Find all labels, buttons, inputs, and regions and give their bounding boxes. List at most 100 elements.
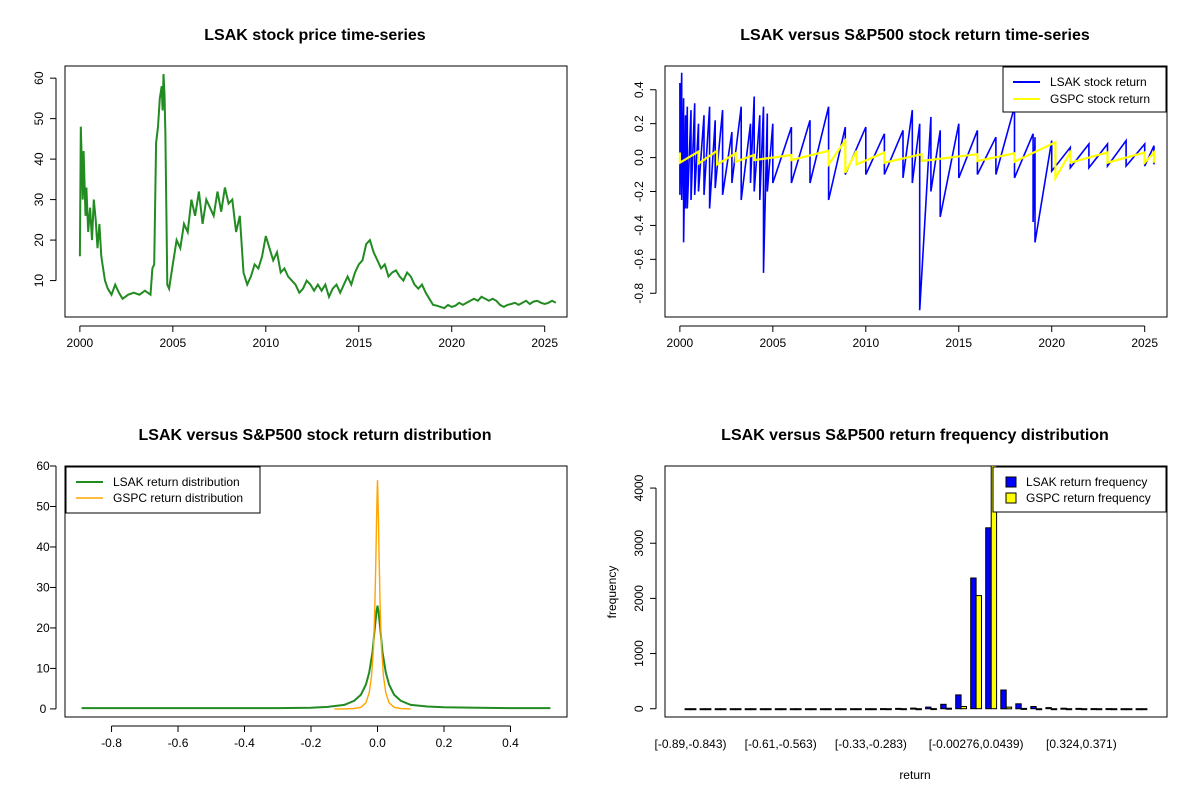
lsak-frequency-bar bbox=[940, 703, 947, 710]
lsak-frequency-bar bbox=[744, 708, 752, 711]
density-chart-plot-frame bbox=[64, 465, 568, 718]
density-x-tick-label: 0.0 bbox=[369, 736, 386, 750]
density-x-tick-label: -0.6 bbox=[168, 736, 189, 750]
lsak-frequency-bar bbox=[880, 708, 887, 711]
lsak-frequency-bar bbox=[1060, 707, 1067, 710]
returns-y-tick-label: -0.8 bbox=[632, 283, 646, 304]
price-x-tick-label: 2005 bbox=[159, 336, 186, 350]
density-chart-title: LSAK versus S&P500 stock return distribu… bbox=[139, 427, 492, 444]
histogram-chart-title: LSAK versus S&P500 return frequency dist… bbox=[721, 427, 1109, 444]
gspc-frequency-bar bbox=[1110, 708, 1118, 711]
histogram-x-tick-label: [-0.61,-0.563) bbox=[745, 737, 817, 751]
density-x-tick-label: -0.2 bbox=[301, 736, 322, 750]
gspc-frequency-bar bbox=[1020, 707, 1028, 710]
returns-y-tick-label: 0.0 bbox=[632, 149, 646, 166]
lsak-frequency-bar bbox=[1120, 708, 1127, 711]
gspc-frequency-bar bbox=[900, 708, 907, 711]
histogram-x-tick-label: [0.324,0.371) bbox=[1046, 737, 1117, 751]
gspc-frequency-bar bbox=[855, 708, 862, 711]
density-y-tick-label: 30 bbox=[36, 580, 50, 594]
gspc-frequency-bar bbox=[1050, 708, 1058, 711]
density-legend-box bbox=[65, 466, 261, 514]
gspc-frequency-bar bbox=[1065, 708, 1073, 711]
returns-x-tick-label: 2020 bbox=[1038, 336, 1065, 350]
histogram-legend-label: GSPC return frequency bbox=[1026, 491, 1151, 505]
lsak-frequency-bar bbox=[834, 708, 842, 711]
lsak-frequency-bar bbox=[1000, 689, 1007, 710]
price-y-tick-label: 30 bbox=[32, 193, 46, 207]
lsak-frequency-bar bbox=[910, 707, 917, 710]
gspc-frequency-bar bbox=[915, 708, 922, 711]
returns-chart-title: LSAK versus S&P500 stock return time-ser… bbox=[740, 27, 1090, 44]
gspc-frequency-bar bbox=[1141, 708, 1148, 711]
gspc-frequency-bar bbox=[1035, 708, 1043, 711]
price-x-tick-label: 2000 bbox=[67, 336, 94, 350]
lsak-frequency-bar bbox=[1105, 708, 1112, 711]
density-x-tick-label: 0.4 bbox=[502, 736, 519, 750]
gspc-frequency-bar bbox=[825, 708, 832, 711]
lsak-frequency-bar bbox=[774, 708, 782, 711]
gspc-frequency-bar bbox=[1095, 708, 1103, 711]
histogram-chart-plot-frame bbox=[664, 465, 1168, 718]
returns-legend-box bbox=[1002, 66, 1167, 113]
lsak-frequency-bar bbox=[819, 708, 827, 711]
density-y-tick-label: 0 bbox=[40, 702, 47, 716]
density-x-tick-label: 0.2 bbox=[436, 736, 453, 750]
lsak-frequency-bar bbox=[1015, 703, 1022, 710]
price-y-tick-label: 20 bbox=[32, 233, 46, 247]
histogram-y-tick-label: 0 bbox=[632, 705, 646, 712]
gspc-frequency-bar bbox=[840, 708, 847, 711]
gspc-frequency-bar bbox=[1126, 708, 1133, 711]
gspc-frequency-bar bbox=[990, 466, 998, 710]
lsak-density-line bbox=[81, 605, 551, 710]
price-chart-panel: LSAK stock price time-series 2000 2005 201… bbox=[32, 27, 568, 350]
density-y-tick-label: 50 bbox=[36, 499, 50, 513]
density-y-tick-label: 20 bbox=[36, 621, 50, 635]
histogram-x-tick-label: [-0.89,-0.843) bbox=[654, 737, 726, 751]
density-legend-label: GSPC return distribution bbox=[113, 491, 243, 505]
histogram-y-tick-label: 4000 bbox=[632, 474, 646, 501]
gspc-frequency-bar bbox=[1005, 706, 1013, 710]
price-y-tick-label: 40 bbox=[32, 152, 46, 166]
returns-chart-plot-frame bbox=[664, 65, 1168, 318]
returns-y-tick-label: 0.4 bbox=[632, 81, 646, 98]
returns-x-tick-label: 2000 bbox=[667, 336, 694, 350]
histogram-bars bbox=[684, 466, 1148, 711]
lsak-frequency-bar bbox=[925, 706, 932, 710]
gspc-frequency-bar bbox=[945, 707, 952, 710]
price-x-tick-label: 2025 bbox=[531, 336, 558, 350]
price-x-tick-label: 2020 bbox=[438, 336, 465, 350]
histogram-x-tick-label: [-0.00276,0.0439) bbox=[929, 737, 1024, 751]
gspc-frequency-bar bbox=[780, 708, 787, 711]
lsak-frequency-bar bbox=[804, 708, 812, 711]
gspc-frequency-bar bbox=[885, 708, 892, 711]
histogram-x-tick-label: [-0.33,-0.283) bbox=[835, 737, 907, 751]
price-x-tick-label: 2010 bbox=[252, 336, 279, 350]
lsak-frequency-bar bbox=[1090, 708, 1097, 711]
lsak-frequency-bar bbox=[1045, 707, 1052, 710]
gspc-frequency-bar bbox=[960, 706, 967, 710]
lsak-frequency-bar bbox=[850, 708, 857, 711]
density-legend-label: LSAK return distribution bbox=[113, 475, 240, 489]
lsak-frequency-bar bbox=[970, 577, 977, 710]
lsak-frequency-bar bbox=[1135, 708, 1142, 711]
gspc-frequency-bar bbox=[735, 708, 742, 711]
price-y-tick-label: 50 bbox=[32, 112, 46, 126]
histogram-y-tick-label: 3000 bbox=[632, 530, 646, 557]
returns-x-tick-label: 2025 bbox=[1131, 336, 1158, 350]
price-chart-plot-frame bbox=[64, 65, 568, 318]
lsak-frequency-bar bbox=[985, 527, 992, 710]
gspc-frequency-bar bbox=[765, 708, 772, 711]
price-y-tick-label: 10 bbox=[32, 274, 46, 288]
lsak-frequency-bar bbox=[759, 708, 767, 711]
price-x-tick-label: 2015 bbox=[345, 336, 372, 350]
gspc-frequency-bar bbox=[1080, 708, 1088, 711]
density-x-tick-label: -0.4 bbox=[234, 736, 255, 750]
gspc-frequency-bar bbox=[975, 595, 982, 710]
gspc-frequency-bar bbox=[870, 708, 877, 711]
histogram-chart-panel: LSAK versus S&P500 return frequency dist… bbox=[605, 427, 1168, 782]
price-chart-title: LSAK stock price time-series bbox=[204, 27, 426, 44]
returns-x-tick-label: 2005 bbox=[759, 336, 786, 350]
density-y-tick-label: 40 bbox=[36, 540, 50, 554]
price-y-tick-label: 60 bbox=[32, 71, 46, 85]
